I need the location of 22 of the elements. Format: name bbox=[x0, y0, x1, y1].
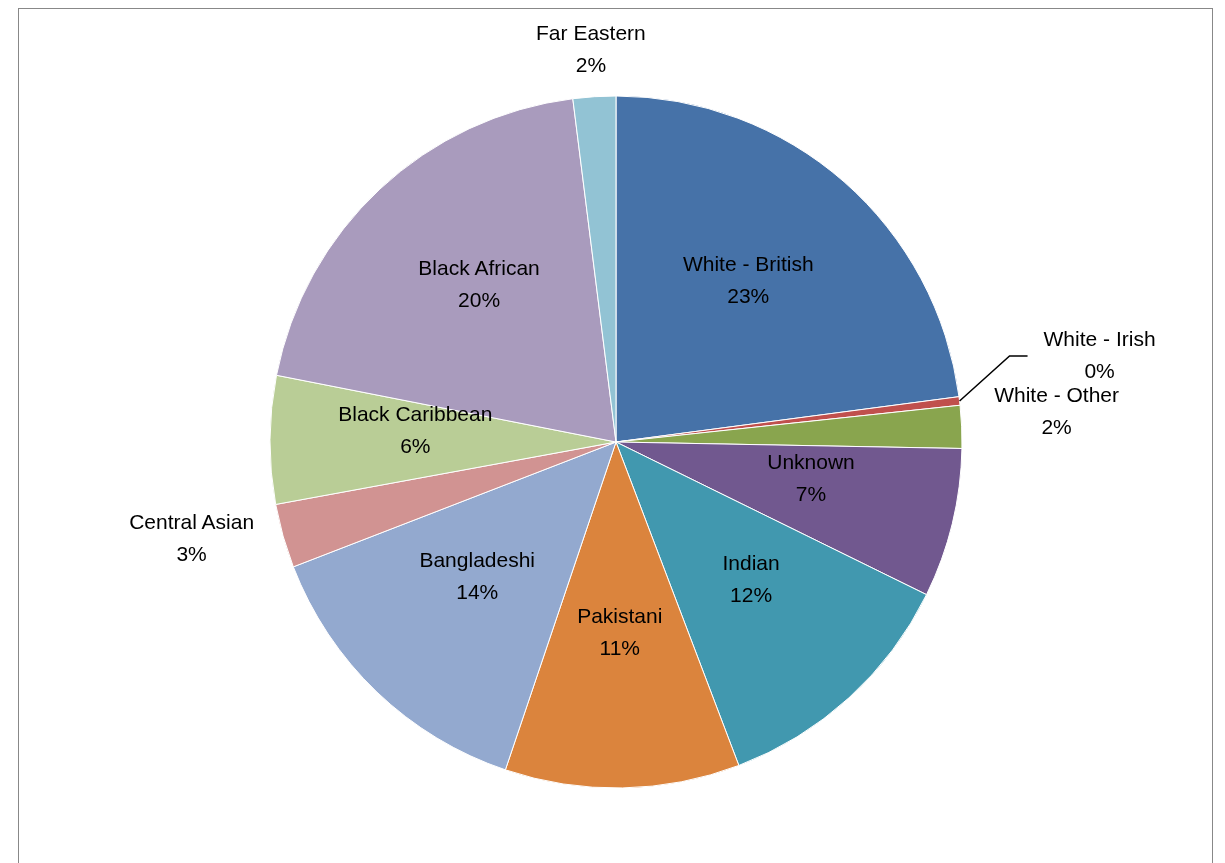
slice-label: White - British bbox=[682, 252, 814, 276]
slice-label: Black African bbox=[418, 256, 540, 280]
slice-label: Far Eastern bbox=[536, 20, 646, 44]
data-label: 20% bbox=[458, 288, 501, 312]
slice-label: Pakistani bbox=[577, 603, 663, 627]
data-label: 2% bbox=[1041, 415, 1072, 439]
data-label: 2% bbox=[575, 52, 607, 76]
slice-label: White - Other bbox=[994, 383, 1120, 407]
slice-label: White - Irish bbox=[1043, 326, 1156, 350]
data-label: 7% bbox=[795, 482, 827, 506]
data-label: 12% bbox=[730, 583, 773, 607]
data-label: 3% bbox=[176, 542, 207, 566]
slice-label: Indian bbox=[722, 551, 780, 575]
slice-label: Bangladeshi bbox=[419, 547, 536, 571]
data-label: 14% bbox=[456, 579, 499, 603]
data-label: 23% bbox=[727, 284, 770, 308]
data-label: 6% bbox=[400, 433, 431, 457]
slice-label: Unknown bbox=[767, 450, 855, 474]
data-label: 0% bbox=[1084, 358, 1115, 382]
slice-label: Central Asian bbox=[129, 510, 255, 534]
data-label: 11% bbox=[599, 635, 641, 659]
slice-label: Black Caribbean bbox=[338, 401, 493, 425]
